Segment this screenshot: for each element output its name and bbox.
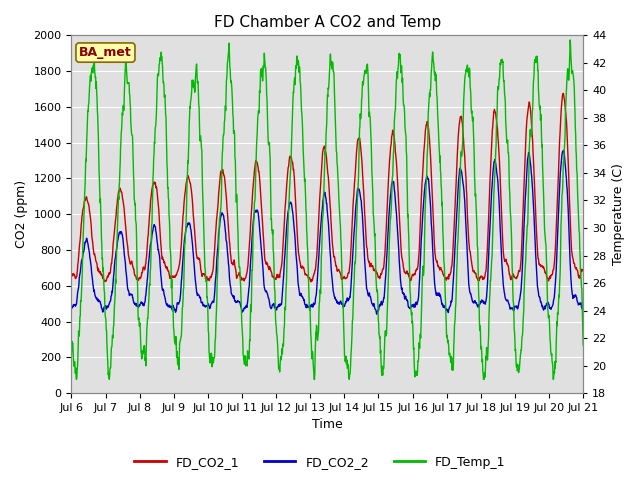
Line: FD_CO2_2: FD_CO2_2	[72, 151, 583, 314]
FD_Temp_1	[68, 354, 76, 360]
FD_Temp_1	[566, 37, 574, 43]
Title: FD Chamber A CO2 and Temp: FD Chamber A CO2 and Temp	[214, 15, 441, 30]
FD_CO2_1	[285, 164, 292, 169]
Y-axis label: CO2 (ppm): CO2 (ppm)	[15, 180, 28, 248]
FD_CO2_1	[307, 279, 315, 285]
FD_CO2_1	[295, 253, 303, 259]
FD_CO2_1	[359, 177, 367, 183]
FD_CO2_1	[68, 271, 76, 277]
FD_CO2_2	[559, 148, 567, 154]
FD_Temp_1	[129, 132, 136, 138]
FD_CO2_1	[305, 275, 312, 281]
Y-axis label: Temperature (C): Temperature (C)	[612, 163, 625, 265]
FD_Temp_1	[285, 201, 292, 207]
Text: BA_met: BA_met	[79, 46, 132, 59]
FD_CO2_2	[107, 294, 115, 300]
FD_CO2_2	[359, 216, 367, 222]
FD_CO2_2	[295, 287, 303, 293]
FD_CO2_2	[68, 305, 76, 311]
FD_Temp_1	[108, 345, 115, 351]
FD_CO2_1	[107, 264, 115, 269]
FD_CO2_2	[285, 207, 292, 213]
FD_Temp_1	[73, 376, 81, 382]
Legend: FD_CO2_1, FD_CO2_2, FD_Temp_1: FD_CO2_1, FD_CO2_2, FD_Temp_1	[129, 451, 511, 474]
FD_CO2_1	[559, 91, 567, 96]
Line: FD_CO2_1: FD_CO2_1	[72, 94, 583, 282]
FD_CO2_2	[128, 292, 136, 298]
FD_Temp_1	[579, 342, 587, 348]
FD_CO2_1	[128, 259, 136, 264]
FD_CO2_2	[305, 304, 312, 310]
FD_CO2_1	[579, 267, 587, 273]
FD_CO2_2	[579, 306, 587, 312]
Line: FD_Temp_1: FD_Temp_1	[72, 40, 583, 379]
FD_Temp_1	[296, 64, 303, 70]
FD_Temp_1	[305, 285, 312, 291]
FD_CO2_2	[372, 312, 380, 317]
FD_Temp_1	[359, 82, 367, 88]
X-axis label: Time: Time	[312, 419, 342, 432]
